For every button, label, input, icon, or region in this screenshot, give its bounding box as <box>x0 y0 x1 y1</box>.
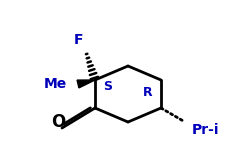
Text: F: F <box>73 33 83 47</box>
Text: Me: Me <box>43 77 67 91</box>
Text: O: O <box>51 113 65 131</box>
Text: S: S <box>103 80 112 93</box>
Text: R: R <box>143 86 153 98</box>
Polygon shape <box>77 80 95 88</box>
Text: Pr-i: Pr-i <box>191 123 219 137</box>
